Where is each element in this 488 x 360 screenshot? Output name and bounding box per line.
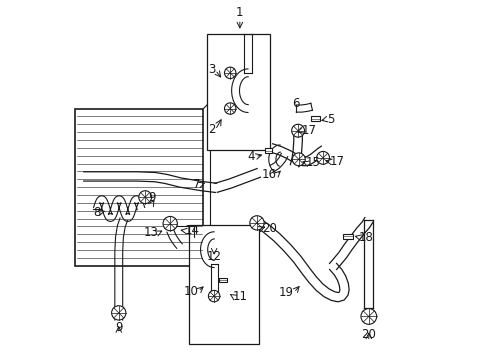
Bar: [189, 225, 258, 344]
Circle shape: [224, 103, 235, 114]
Bar: [311, 116, 320, 121]
Bar: [206, 33, 269, 150]
Bar: [343, 234, 352, 239]
Text: 6: 6: [292, 97, 300, 110]
Text: 12: 12: [206, 249, 221, 263]
Text: 5: 5: [326, 113, 333, 126]
Circle shape: [208, 291, 220, 302]
Circle shape: [360, 309, 376, 324]
Circle shape: [292, 153, 305, 166]
Text: 9: 9: [147, 191, 155, 204]
Text: 4: 4: [247, 150, 255, 163]
Text: 1: 1: [236, 6, 243, 19]
Circle shape: [249, 216, 264, 230]
Text: 13: 13: [143, 226, 158, 239]
Bar: [75, 109, 203, 266]
Text: 3: 3: [207, 63, 215, 76]
Circle shape: [291, 124, 304, 137]
Text: 14: 14: [184, 224, 199, 237]
Text: 20: 20: [361, 328, 375, 342]
Bar: [219, 278, 226, 282]
Text: 17: 17: [301, 124, 316, 137]
Circle shape: [316, 152, 329, 164]
Circle shape: [163, 216, 177, 231]
Text: 20: 20: [261, 222, 276, 235]
Text: 9: 9: [115, 321, 122, 334]
Text: 2: 2: [207, 123, 215, 136]
Text: 18: 18: [358, 231, 373, 244]
Text: 8: 8: [93, 206, 101, 219]
Text: 10: 10: [183, 285, 198, 298]
Circle shape: [139, 191, 151, 203]
Bar: [264, 148, 271, 153]
Circle shape: [111, 306, 125, 320]
Text: 17: 17: [329, 155, 344, 168]
Text: 7: 7: [193, 178, 201, 191]
Text: 11: 11: [233, 289, 247, 303]
Text: 16: 16: [261, 168, 276, 181]
Circle shape: [224, 67, 235, 78]
Text: 15: 15: [305, 156, 320, 169]
Text: 19: 19: [278, 286, 293, 299]
